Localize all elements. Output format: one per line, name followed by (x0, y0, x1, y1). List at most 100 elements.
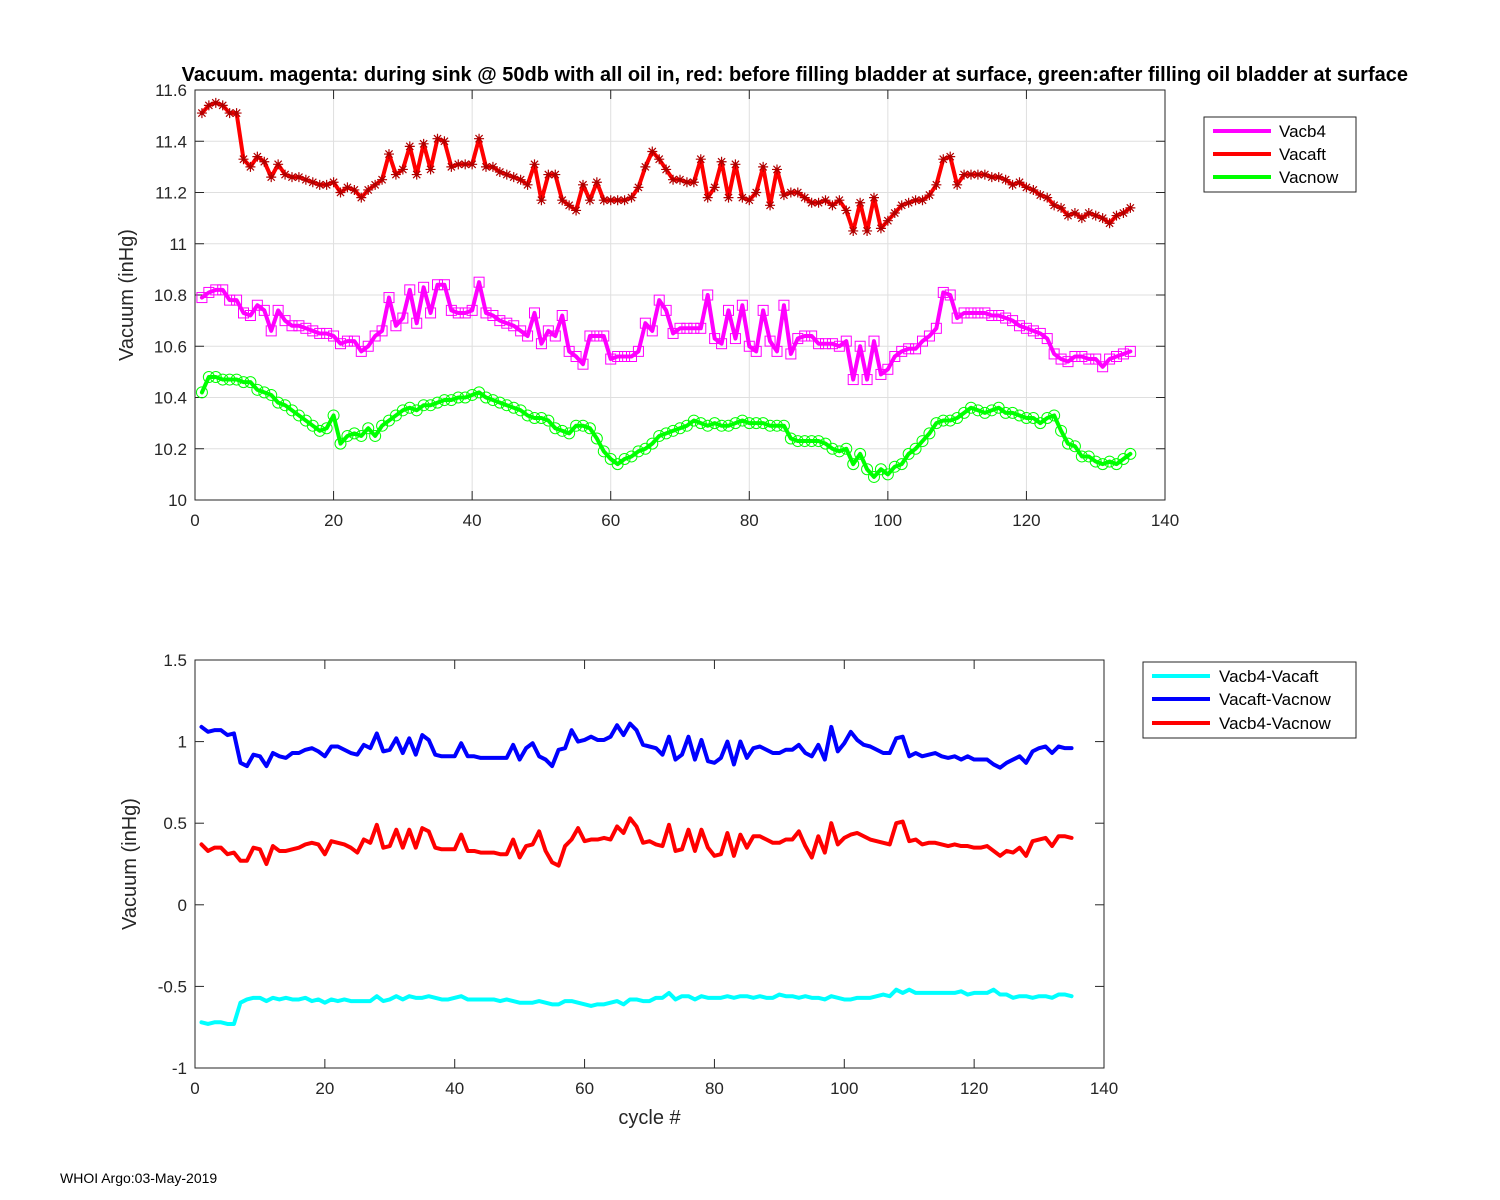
bottom-y-tick-label: 1 (178, 733, 187, 752)
data-point-vacnow (320, 422, 333, 435)
data-point-vacb4 (639, 317, 651, 329)
top-y-tick-label: 11 (169, 235, 187, 254)
data-point-vacaft (390, 169, 401, 180)
data-point-vacb4 (750, 345, 762, 357)
data-point-vacb4 (376, 325, 388, 337)
data-point-vacb4 (868, 335, 880, 347)
data-point-vacaft (688, 177, 699, 188)
data-point-vacnow (334, 437, 347, 450)
data-point-vacb4 (452, 307, 464, 319)
data-point-vacaft (384, 149, 394, 160)
data-point-vacaft (287, 172, 297, 183)
data-point-vacnow (798, 435, 811, 448)
data-point-vacaft (598, 195, 609, 206)
data-point-vacnow (916, 435, 929, 448)
top-legend: Vacb4 Vacaft Vacnow (1203, 116, 1357, 193)
data-point-vacnow (327, 409, 340, 422)
data-point-vacaft (889, 208, 900, 218)
data-point-vacaft (411, 169, 422, 180)
data-point-vacb4 (930, 322, 942, 334)
data-point-vacb4 (1090, 353, 1102, 365)
data-point-vacaft (460, 159, 471, 170)
data-point-vacnow (272, 396, 285, 409)
data-point-vacaft (647, 146, 658, 157)
bottom-x-tick-label: 100 (830, 1079, 858, 1098)
data-point-vacnow (1075, 450, 1088, 463)
data-point-vacaft (1090, 210, 1101, 221)
data-point-vacb4 (619, 351, 631, 362)
data-point-vacb4 (979, 307, 991, 319)
data-point-vacaft (966, 169, 976, 180)
data-point-vacaft (280, 169, 291, 180)
data-point-vacnow (895, 458, 908, 471)
legend-label-vacnow: Vacnow (1279, 168, 1339, 187)
data-point-vacaft (903, 197, 914, 208)
top-y-tick-label: 11.4 (155, 132, 187, 151)
data-point-vacaft (273, 159, 284, 170)
data-point-vacaft (1104, 218, 1115, 229)
data-point-vacb4 (861, 374, 873, 386)
data-point-vacb4 (1069, 351, 1081, 362)
top-x-tick-label: 140 (1151, 511, 1179, 530)
top-y-tick-label: 11.6 (155, 81, 187, 100)
data-point-vacb4 (362, 340, 374, 352)
data-point-vacaft (792, 187, 803, 198)
data-point-vacaft (938, 154, 949, 165)
data-point-vacb4 (771, 345, 783, 357)
data-point-vacaft (1028, 184, 1039, 195)
data-point-vacb4 (1041, 333, 1053, 345)
data-point-vacaft (993, 172, 1004, 183)
data-point-vacnow (590, 432, 603, 445)
data-point-vacb4 (321, 327, 333, 339)
data-point-vacb4 (529, 307, 540, 319)
data-point-vacnow (833, 445, 846, 458)
data-point-vacaft (855, 197, 866, 208)
data-point-vacnow (722, 419, 735, 432)
data-point-vacb4 (1111, 351, 1122, 362)
data-point-vacaft (1007, 179, 1018, 190)
data-point-vacnow (396, 404, 409, 417)
data-point-vacb4 (224, 294, 236, 306)
data-point-vacaft (501, 169, 512, 180)
data-point-vacaft (612, 195, 623, 206)
data-point-vacb4 (958, 307, 970, 319)
data-point-vacnow (431, 396, 444, 409)
data-point-vacnow (570, 419, 583, 432)
top-y-tick-label: 11.2 (155, 184, 187, 203)
bottom-x-tick-label: 120 (960, 1079, 988, 1098)
bottom-ticks: 0 20 40 60 80 100 120 140 -1 -0.5 0 0.5 1 1.5 (158, 651, 1118, 1098)
data-point-vacaft (314, 179, 325, 190)
data-point-vacb4 (785, 348, 797, 360)
bottom-series (199, 721, 1074, 1026)
data-point-vacaft (875, 223, 886, 234)
data-point-vacb4 (404, 284, 416, 296)
data-point-vacb4 (231, 294, 243, 306)
series-line-vacnow (199, 375, 1133, 479)
data-point-vacnow (563, 427, 576, 440)
data-point-vacaft (397, 164, 408, 175)
data-point-vacnow (348, 427, 361, 440)
data-point-vacnow (694, 417, 707, 430)
top-y-tick-label: 10.6 (154, 337, 187, 356)
data-point-vacaft (481, 161, 491, 172)
data-point-vacb4 (605, 353, 617, 365)
bottom-x-tick-label: 60 (575, 1079, 594, 1098)
data-point-vacb4 (425, 307, 437, 319)
data-point-vacnow (1089, 455, 1102, 468)
data-point-vacaft (668, 174, 679, 185)
bottom-y-tick-label: -1 (172, 1059, 187, 1078)
data-point-vacaft (862, 225, 873, 236)
data-point-vacnow (445, 394, 458, 407)
data-point-vacb4 (723, 304, 734, 316)
data-point-vacb4 (778, 299, 790, 311)
data-point-vacaft (425, 164, 436, 175)
data-point-vacaft (1083, 208, 1094, 218)
data-point-vacaft (342, 182, 353, 193)
data-point-vacnow (1124, 447, 1137, 460)
data-point-vacnow (237, 376, 250, 389)
data-point-vacnow (965, 401, 977, 414)
data-point-vacaft (543, 169, 554, 180)
chart-title: Vacuum. magenta: during sink @ 50db with… (182, 64, 1408, 86)
data-point-vacb4 (799, 330, 811, 342)
data-point-vacb4 (293, 320, 305, 332)
